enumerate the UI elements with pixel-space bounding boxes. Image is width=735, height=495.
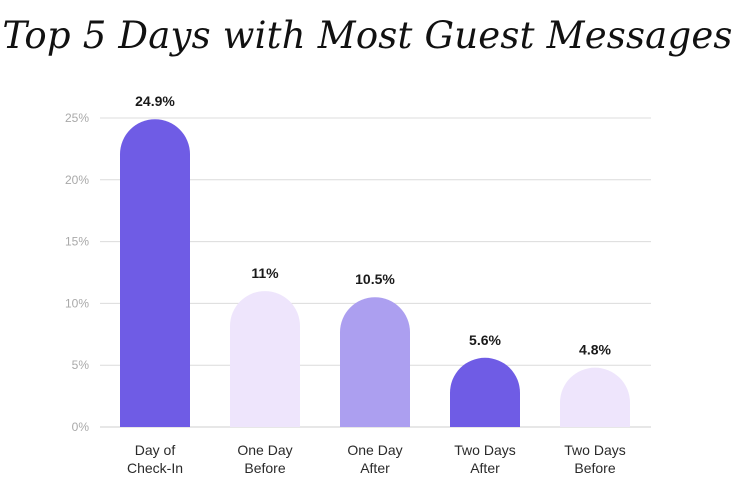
data-label: 24.9%	[135, 93, 175, 109]
y-tick-label: 20%	[65, 173, 89, 187]
chart-title: Top 5 Days with Most Guest Messages	[2, 14, 733, 57]
data-label: 11%	[251, 265, 279, 281]
y-tick-label: 15%	[65, 235, 89, 249]
x-tick-label: One Day After	[347, 442, 402, 476]
y-tick-label: 5%	[72, 358, 90, 372]
bar-2	[230, 291, 300, 427]
bar-4	[450, 357, 520, 427]
data-label: 10.5%	[355, 271, 395, 287]
x-tick-label: Two Days Before	[564, 442, 625, 476]
bar-layer	[120, 119, 630, 427]
data-label: 5.6%	[469, 332, 501, 348]
bar-5	[560, 367, 630, 427]
bar-1	[120, 119, 190, 427]
y-tick-label: 10%	[65, 296, 89, 310]
y-tick-label: 0%	[72, 420, 90, 434]
x-tick-label: One Day Before	[237, 442, 292, 476]
label-layer: 0% 5% 10% 15% 20% 25% 24.9% Day of Check-In 11% On…	[65, 93, 626, 476]
data-label: 4.8%	[579, 342, 611, 358]
x-tick-label: Two Days After	[454, 442, 515, 476]
x-tick-label: Day of Check-In	[127, 442, 183, 476]
bar-3	[340, 297, 410, 427]
y-tick-label: 25%	[65, 111, 89, 125]
